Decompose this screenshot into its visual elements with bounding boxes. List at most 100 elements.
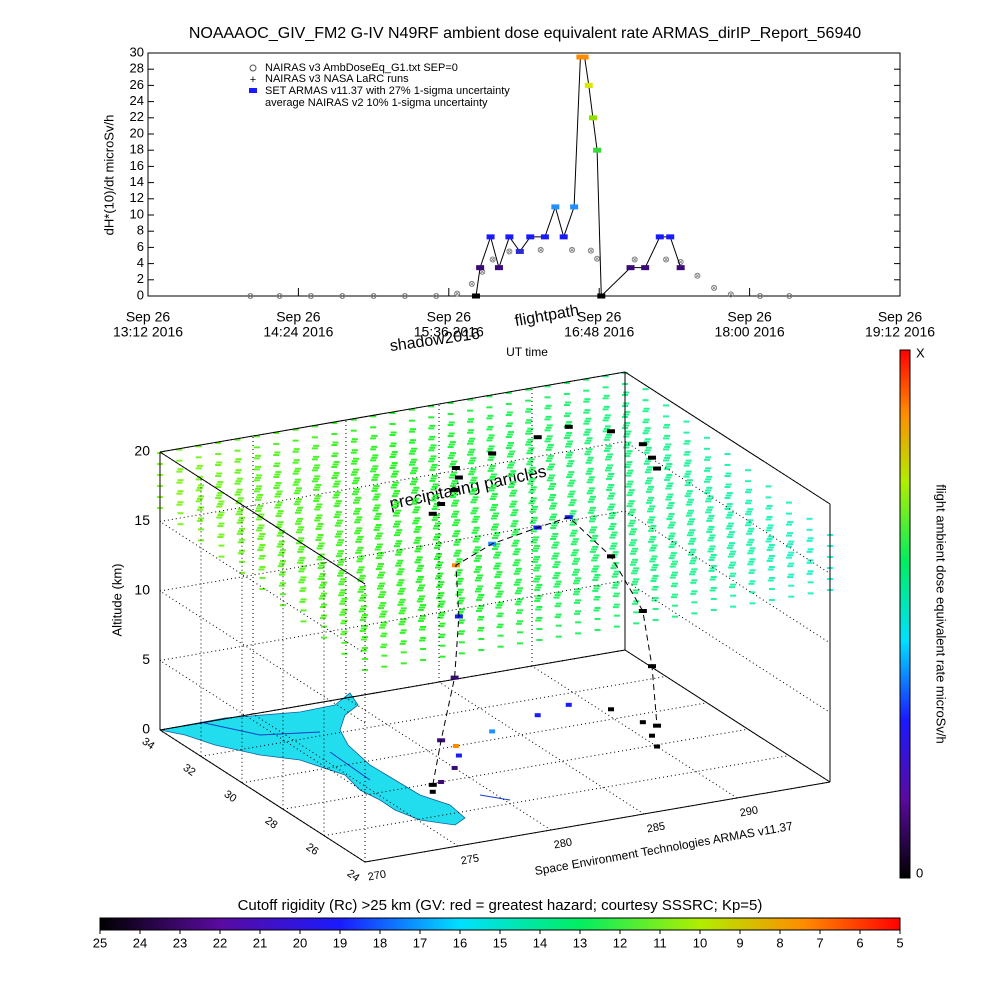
rigidity-dash — [414, 517, 421, 520]
rigidity-dash — [704, 469, 710, 472]
y-axis-label: dH*(10)/dt microSv/h — [101, 115, 116, 236]
rigidity-dash — [196, 464, 203, 467]
x-tick-label: Sep 26 — [878, 309, 923, 325]
rigidity-dash — [376, 565, 383, 568]
rigidity-dash — [628, 533, 635, 536]
rigidity-dash — [591, 548, 598, 551]
rigidity-dash — [474, 557, 481, 560]
rigidity-dash — [625, 485, 632, 488]
marker — [663, 256, 670, 263]
rigidity-dash — [788, 584, 795, 587]
rigidity-dash — [331, 433, 338, 435]
rigidity-dash — [399, 620, 406, 623]
rigidity-dash — [611, 542, 618, 545]
rigidity-dash — [316, 514, 323, 517]
rigidity-dash — [477, 574, 484, 577]
rigidity-dash — [253, 479, 260, 482]
rigidity-dash — [414, 528, 421, 531]
rigidity-dash — [746, 543, 753, 546]
floor-point — [608, 707, 614, 712]
rigidity-dash — [353, 457, 359, 460]
rigidity-dash — [572, 593, 579, 596]
rigidity-dash — [198, 528, 204, 531]
rigidity-dash — [235, 458, 242, 461]
rigidity-dash — [439, 644, 446, 647]
rigidity-dash — [416, 556, 423, 559]
rigidity-dash — [256, 485, 263, 488]
nairas-point — [537, 246, 544, 253]
rigidity-dash — [668, 557, 675, 560]
rigidity-dash — [535, 586, 542, 589]
rigidity-dash — [372, 454, 379, 457]
rigidity-dash — [350, 473, 357, 476]
rigidity-dash — [293, 448, 300, 451]
rigidity-dash — [807, 548, 814, 551]
rigidity-dash — [594, 629, 601, 631]
rigidity-dash — [668, 502, 675, 505]
rigidity-dash — [494, 587, 501, 590]
y-tick-label: 26 — [130, 77, 144, 92]
rigidity-dash — [195, 478, 202, 481]
rigidity-dash — [730, 572, 737, 575]
rigidity-dash — [196, 486, 203, 489]
rigidity-dash — [643, 429, 650, 432]
marker — [276, 293, 283, 299]
rigidity-dash — [488, 434, 495, 437]
rigidity-dash — [685, 514, 692, 517]
rigidity-dash — [489, 486, 496, 489]
rigidity-dash — [631, 528, 637, 531]
rigidity-dash — [534, 566, 541, 569]
rigidity-dash — [571, 551, 578, 554]
rigidity-dash — [672, 593, 678, 596]
rigidity-dash — [684, 451, 691, 454]
rigidity-dash — [429, 424, 436, 427]
rigidity-dash — [572, 538, 579, 541]
armas-point — [570, 204, 579, 210]
rigidity-dash — [318, 553, 325, 556]
z-tick-label: 5 — [142, 651, 150, 667]
shadow-point — [648, 455, 656, 460]
rigidity-dash — [807, 592, 814, 595]
rigidity-dash — [510, 492, 517, 495]
rigidity-dash — [350, 418, 357, 421]
rigidity-dash — [419, 606, 425, 609]
grid-line — [159, 590, 366, 724]
rigidity-dash — [237, 530, 244, 533]
rigidity-dash — [218, 522, 225, 525]
rigidity-dash — [420, 615, 427, 617]
rigidity-dash — [236, 521, 243, 524]
rigidity-dash — [629, 508, 636, 511]
rigidity-dash — [321, 636, 327, 639]
rigidity-dash — [314, 486, 321, 489]
rigidity-dash — [452, 491, 459, 494]
rigidity-dash — [690, 548, 697, 551]
armas-point — [486, 234, 495, 240]
rigidity-dash — [294, 467, 301, 470]
rigidity-dash — [235, 513, 242, 516]
rigidity-dash — [315, 483, 322, 486]
rigidity-dash — [513, 528, 520, 531]
rigidity-dash — [549, 463, 555, 466]
rigidity-dash — [765, 485, 772, 488]
rigidity-dash — [648, 518, 655, 521]
rigidity-dash — [585, 417, 592, 420]
rigidity-dash — [567, 473, 574, 476]
rigidity-dash — [472, 540, 479, 543]
rigidity-dash — [767, 579, 774, 582]
rigidity-dash — [609, 514, 616, 517]
rigidity-dash — [258, 546, 265, 549]
rigidity-dash — [216, 516, 223, 519]
rigidity-dash — [278, 584, 285, 587]
rigidity-dash — [509, 483, 516, 486]
rigidity-dash — [337, 519, 343, 522]
rigidity-dash — [690, 592, 697, 595]
rigidity-dash — [292, 472, 299, 475]
rigidity-dash — [545, 437, 552, 440]
rigidity-dash — [259, 555, 266, 557]
rigidity-dash — [316, 536, 323, 539]
axis-edge — [364, 781, 831, 863]
lat-tick-label: 26 — [304, 841, 321, 858]
rigidity-dash — [333, 472, 340, 475]
marker — [454, 290, 461, 297]
rigidity-dash — [395, 553, 402, 556]
